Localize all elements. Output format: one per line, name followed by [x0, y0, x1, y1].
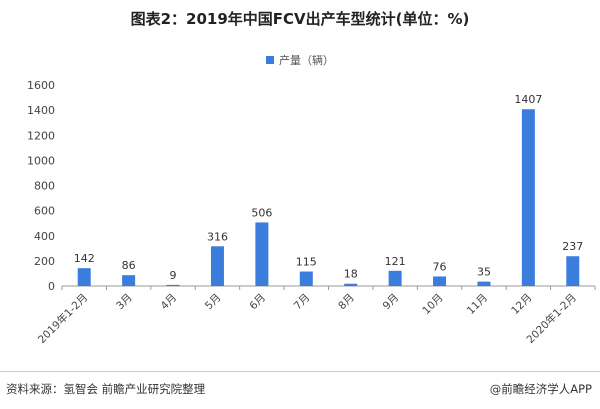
legend-label: 产量（辆） — [279, 54, 334, 67]
data-label: 86 — [122, 259, 136, 272]
x-tick-label: 5月 — [203, 292, 224, 313]
x-tick-label: 3月 — [114, 292, 135, 313]
y-tick-label: 400 — [34, 230, 55, 243]
bar — [433, 276, 447, 286]
bar — [166, 284, 180, 286]
bar — [477, 281, 491, 286]
bar — [122, 275, 136, 286]
footer-divider — [0, 371, 600, 372]
x-tick-label: 12月 — [509, 292, 534, 317]
bar — [566, 256, 580, 286]
bar — [521, 109, 535, 286]
x-tick-label: 9月 — [381, 292, 402, 313]
data-label: 121 — [385, 255, 406, 268]
data-label: 316 — [207, 230, 228, 243]
data-label: 76 — [433, 260, 447, 273]
y-tick-label: 1000 — [27, 154, 55, 167]
x-tick-label: 4月 — [159, 292, 180, 313]
bar — [77, 268, 91, 286]
data-label: 142 — [74, 252, 95, 265]
data-label: 9 — [170, 269, 177, 282]
y-tick-label: 0 — [48, 280, 55, 293]
data-label: 115 — [296, 256, 317, 269]
y-tick-label: 600 — [34, 205, 55, 218]
y-tick-label: 1600 — [27, 79, 55, 92]
x-tick-label: 11月 — [465, 292, 490, 317]
x-tick-label: 6月 — [247, 292, 268, 313]
y-tick-label: 1400 — [27, 104, 55, 117]
brand-credit: @前瞻经济学人APP — [489, 382, 592, 396]
source-note: 资料来源：氢智会 前瞻产业研究院整理 — [6, 382, 206, 396]
y-tick-label: 200 — [34, 255, 55, 268]
data-label: 1407 — [514, 93, 542, 106]
chart-title: 图表2：2019年中国FCV出产车型统计(单位：%) — [130, 10, 470, 28]
legend: 产量（辆） — [0, 52, 600, 68]
bar — [299, 271, 313, 286]
legend-swatch — [266, 56, 274, 64]
x-tick-label: 7月 — [292, 292, 313, 313]
data-label: 506 — [251, 206, 272, 219]
y-tick-label: 1200 — [27, 129, 55, 142]
bar — [210, 246, 224, 286]
data-label: 237 — [562, 240, 583, 253]
bar — [388, 270, 402, 286]
x-tick-label: 8月 — [336, 292, 357, 313]
y-tick-label: 800 — [34, 180, 55, 193]
bar — [255, 222, 269, 286]
x-tick-label: 10月 — [420, 292, 445, 317]
bar — [344, 283, 358, 286]
data-label: 18 — [344, 268, 358, 281]
x-tick-label: 2019年1-2月 — [35, 291, 90, 346]
data-label: 35 — [477, 266, 491, 279]
